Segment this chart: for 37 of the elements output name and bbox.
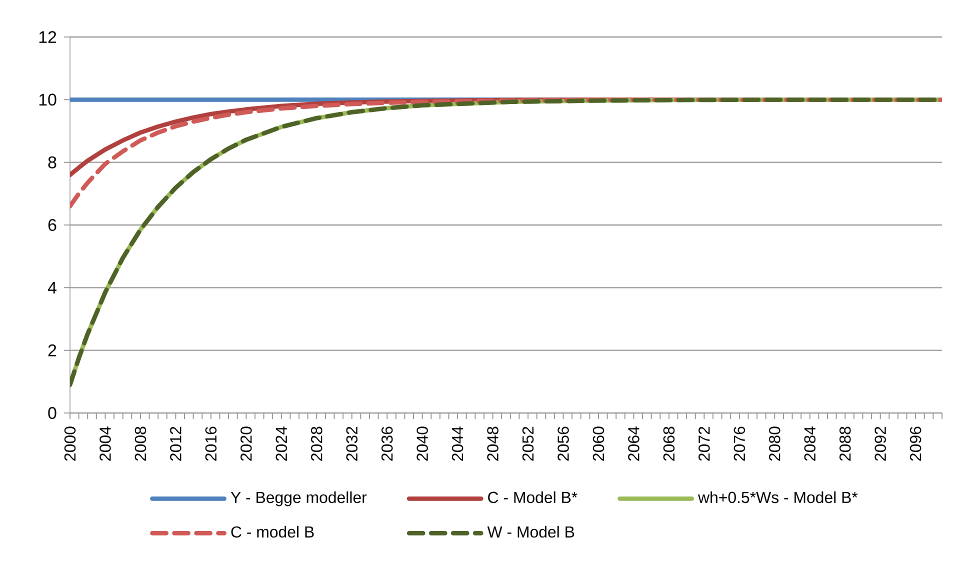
y-tick-label: 6 [48,219,56,231]
x-tick-label: 2000 [64,426,76,461]
x-tick-label: 2084 [804,426,816,461]
x-tick-label: 2012 [170,426,182,461]
x-tick-label: 2080 [769,426,780,461]
x-tick-label: 2040 [416,426,428,461]
x-tick-label: 2076 [734,426,746,461]
x-tick-label: 2036 [381,426,393,461]
x-tick-label: 2088 [839,426,851,461]
x-tick-label: 2064 [628,426,640,461]
x-tick-label: 2060 [592,426,604,461]
y-tick-label: 10 [39,94,56,106]
x-tick-label: 2052 [522,426,534,461]
x-tick-label: 2028 [310,426,322,461]
legend-label: Y - Begge modeller [230,491,367,506]
x-tick-label: 2056 [558,426,569,461]
legend-label: C - Model B* [488,491,578,504]
y-tick-label: 2 [48,344,56,356]
x-tick-label: 2096 [910,426,922,461]
legend-label: wh+0.5*Ws - Model B* [698,491,858,504]
x-tick-label: 2020 [240,426,252,461]
x-tick-label: 2048 [487,426,498,461]
y-tick-label: 8 [48,156,56,168]
x-tick-label: 2032 [346,426,358,461]
x-tick-label: 2008 [134,426,146,461]
x-tick-label: 2092 [874,426,886,461]
y-tick-label: 0 [48,407,56,419]
y-tick-label: 4 [48,282,56,294]
x-tick-label: 2044 [452,426,464,461]
legend-label: C - model B [231,526,314,538]
x-tick-label: 2016 [205,426,217,461]
x-tick-label: 2024 [276,426,288,461]
x-tick-label: 2072 [698,426,710,461]
y-tick-label: 12 [39,31,56,43]
legend-label: W - Model B [487,526,574,538]
x-tick-label: 2068 [663,426,675,461]
x-tick-label: 2004 [100,426,111,461]
